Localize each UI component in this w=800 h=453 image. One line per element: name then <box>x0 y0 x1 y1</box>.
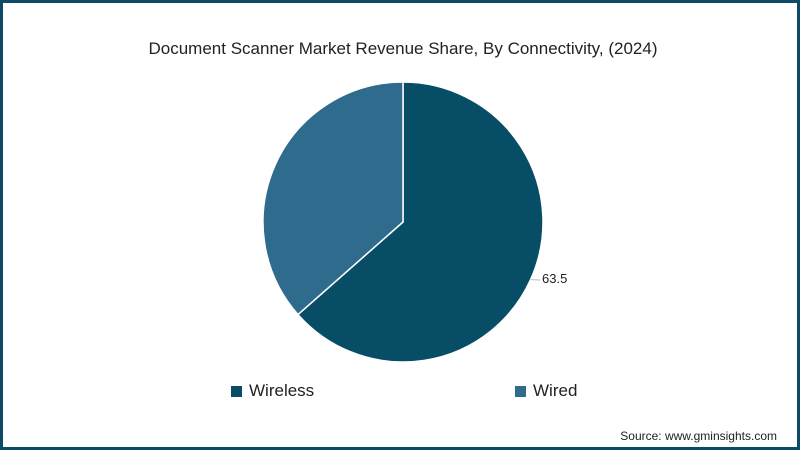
legend-label-wired: Wired <box>533 381 577 401</box>
legend: Wireless Wired <box>3 381 800 405</box>
source-note: Source: www.gminsights.com <box>620 429 777 443</box>
data-label-wireless: 63.5 <box>542 271 567 286</box>
legend-item-wired[interactable]: Wired <box>515 381 577 401</box>
legend-label-wireless: Wireless <box>249 381 314 401</box>
legend-item-wireless[interactable]: Wireless <box>231 381 314 401</box>
legend-swatch-wireless <box>231 386 242 397</box>
legend-swatch-wired <box>515 386 526 397</box>
